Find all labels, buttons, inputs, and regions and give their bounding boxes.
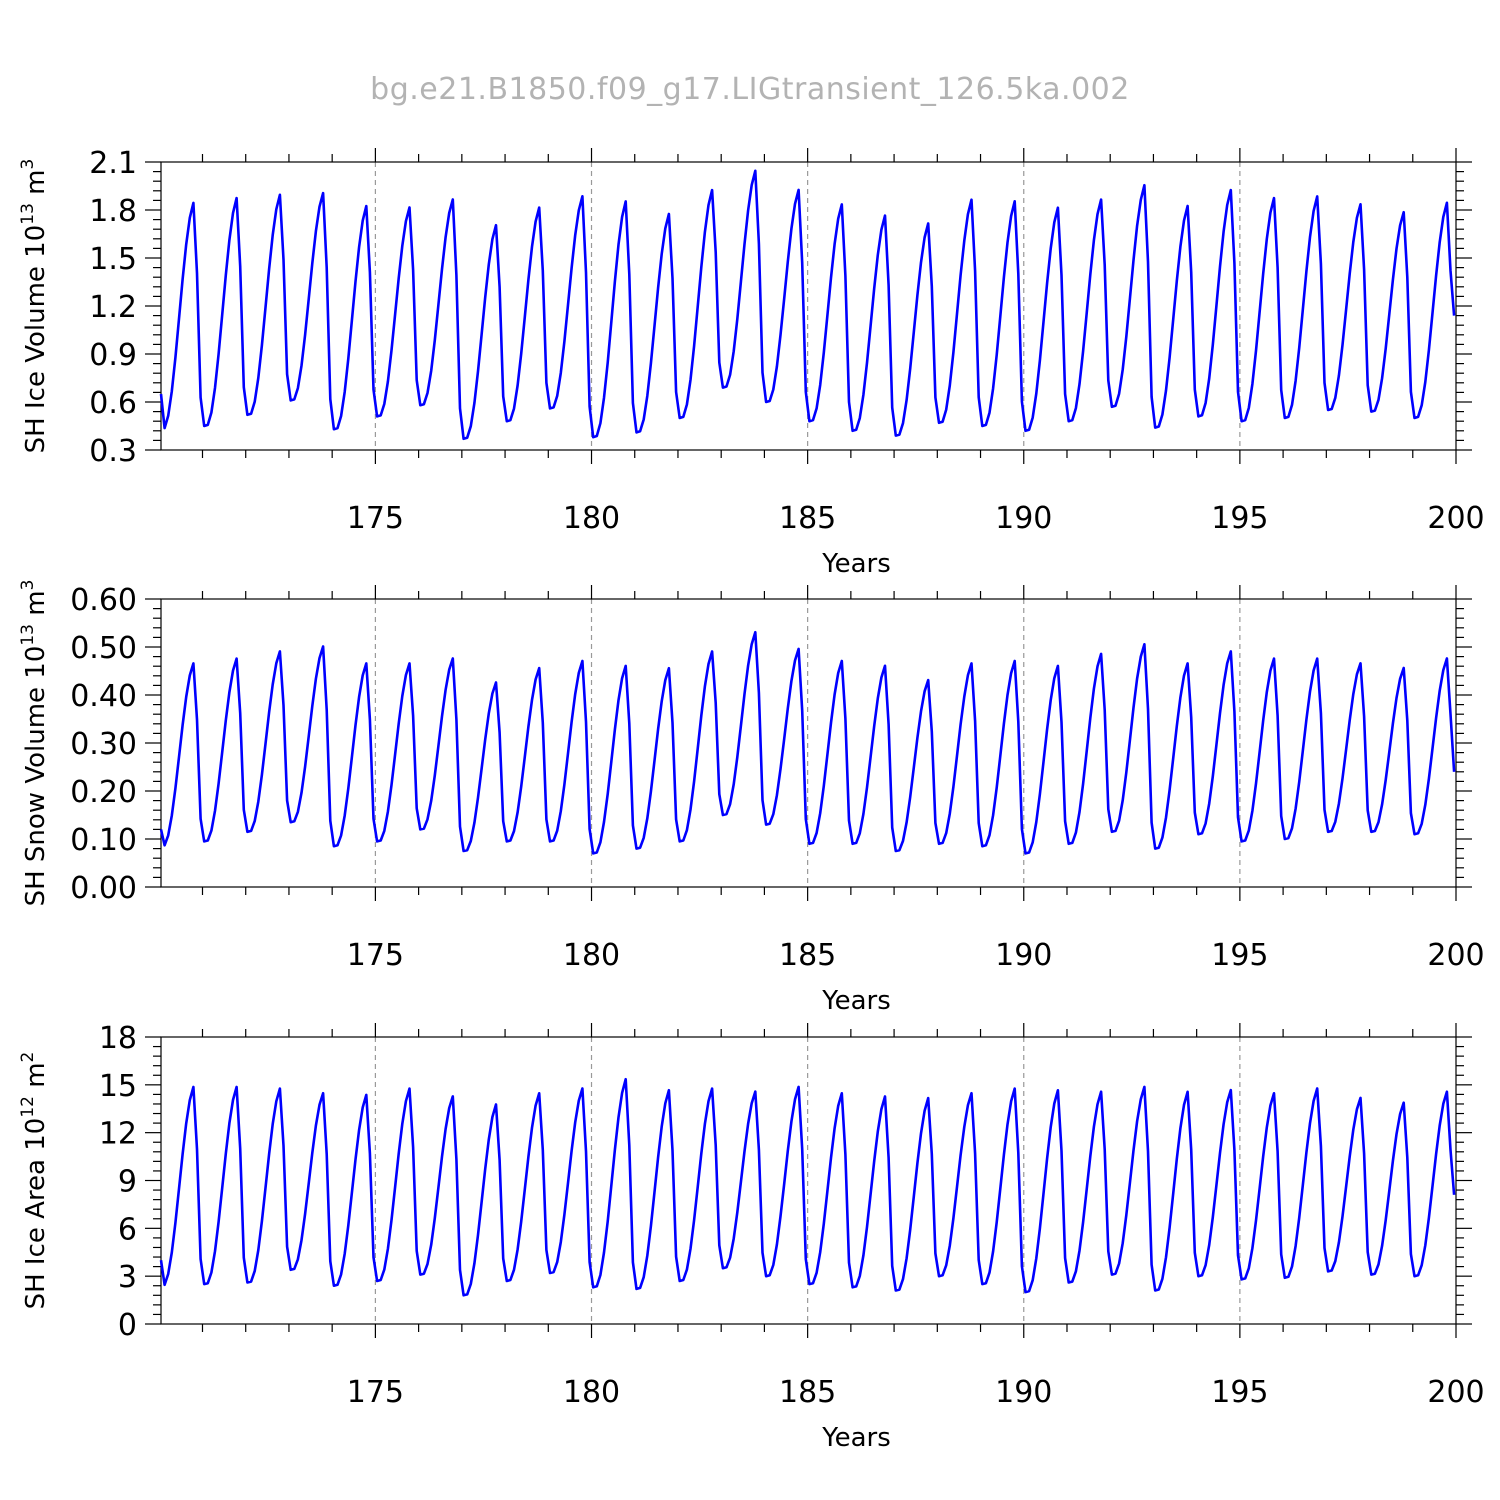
y-tick-label: 6 — [118, 1212, 137, 1247]
panel-3: 175 180 185 190 195 200 Years 0 3 6 9 12 15 18 SH Ice … — [18, 1021, 1485, 1453]
y-tick-label: 1.5 — [89, 242, 137, 277]
series-line — [159, 169, 1456, 441]
y-tick-label: 0.6 — [89, 386, 137, 421]
y-axis-label: SH Ice Area 1012 m2 — [18, 1052, 51, 1310]
x-tick-label: 200 — [1427, 1375, 1484, 1410]
y-tick-label: 0.60 — [70, 583, 137, 618]
series-line — [159, 630, 1456, 855]
y-axis-label-superscript: 3 — [18, 580, 38, 591]
x-tick-label: 175 — [347, 938, 404, 973]
y-tick-label: 15 — [99, 1069, 137, 1104]
x-ticks — [145, 585, 1472, 901]
y-axis-label-text: SH Ice Area 10 — [21, 1118, 51, 1310]
x-ticks — [145, 1023, 1472, 1338]
x-tick-label: 180 — [563, 501, 620, 536]
x-tick-label: 175 — [347, 501, 404, 536]
y-axis-label-text: SH Ice Volume 10 — [21, 225, 51, 454]
y-axis-label-superscript: 2 — [18, 1052, 38, 1063]
y-tick-label: 9 — [118, 1165, 137, 1200]
x-axis-label: Years — [821, 986, 891, 1016]
x-tick-label: 190 — [995, 501, 1052, 536]
x-tick-label: 180 — [563, 1375, 620, 1410]
x-tick-label: 185 — [779, 501, 836, 536]
y-tick-label: 0.40 — [70, 679, 137, 714]
y-tick-label: 1.2 — [89, 290, 137, 325]
y-axis-label: SH Ice Volume 1013 m3 — [18, 159, 51, 454]
y-axis-label-text: m — [21, 170, 51, 204]
y-axis-label-superscript: 12 — [18, 1096, 38, 1118]
y-axis-label-superscript: 13 — [18, 624, 38, 646]
y-axis-label: SH Snow Volume 1013 m3 — [18, 580, 51, 907]
y-tick-label: 3 — [118, 1260, 137, 1295]
y-tick-label: 0.50 — [70, 631, 137, 666]
x-tick-label: 190 — [995, 938, 1052, 973]
x-tick-label: 185 — [779, 1375, 836, 1410]
x-tick-label: 195 — [1211, 938, 1268, 973]
x-tick-label: 200 — [1427, 938, 1484, 973]
y-tick-label: 0.10 — [70, 823, 137, 858]
x-ticks — [145, 148, 1472, 464]
y-tick-label: 0.9 — [89, 338, 137, 373]
x-tick-label: 175 — [347, 1375, 404, 1410]
panels: 175 180 185 190 195 200Years0.30.60.91.21.51.… — [18, 146, 1485, 1453]
y-axis-label-text: SH Snow Volume 10 — [21, 646, 51, 907]
panel-1: 175 180 185 190 195 200 Years 0.3 0.6 0.9 1.2 1.5 1.… — [18, 146, 1485, 579]
y-axis-label-superscript: 3 — [18, 159, 38, 170]
y-tick-label: 18 — [99, 1021, 137, 1056]
x-tick-label: 195 — [1211, 501, 1268, 536]
series-line — [159, 1077, 1456, 1297]
figure-title: bg.e21.B1850.f09_g17.LIGtransient_126.5k… — [370, 72, 1130, 107]
x-tick-label: 185 — [779, 938, 836, 973]
y-tick-label: 12 — [99, 1117, 137, 1152]
x-tick-label: 190 — [995, 1375, 1052, 1410]
panel-2: 175 180 185 190 195 200 Years 0.00 0.10 0.20 0.30 0… — [18, 580, 1485, 1016]
y-tick-label: 0.00 — [70, 871, 137, 906]
y-axis-label-text: m — [21, 590, 51, 624]
y-tick-label: 2.1 — [89, 146, 137, 181]
y-tick-label: 0 — [118, 1308, 137, 1343]
x-tick-label: 200 — [1427, 501, 1484, 536]
x-tick-label: 195 — [1211, 1375, 1268, 1410]
x-axis-label: Years — [821, 1423, 891, 1453]
y-tick-label: 0.3 — [89, 434, 137, 469]
y-tick-label: 0.20 — [70, 775, 137, 810]
y-axis-label-superscript: 13 — [18, 203, 38, 225]
y-tick-label: 0.30 — [70, 727, 137, 762]
x-tick-label: 180 — [563, 938, 620, 973]
y-axis-label-text: m — [21, 1062, 51, 1096]
x-axis-label: Years — [821, 549, 891, 579]
y-tick-label: 1.8 — [89, 194, 137, 229]
